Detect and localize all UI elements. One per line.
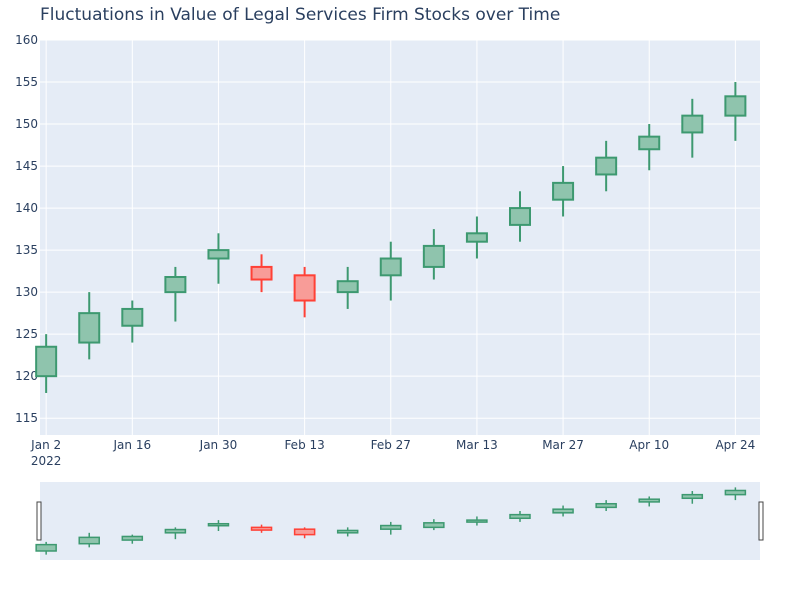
plot-area <box>40 40 760 435</box>
x-tick-label: Feb 27 <box>371 438 411 452</box>
x-tick-label: Apr 24 <box>715 438 755 452</box>
rangeslider-candle-body <box>207 522 230 527</box>
candle-body <box>422 244 445 268</box>
rangeslider-candle-body <box>595 502 617 509</box>
rangeslider-candle-body <box>293 528 316 536</box>
candle-body <box>595 156 618 176</box>
y-tick-label: 135 <box>15 243 38 257</box>
y-tick-label: 115 <box>15 411 38 425</box>
x-tick-label: Jan 16 <box>113 438 152 452</box>
x-tick-label: Feb 13 <box>284 438 324 452</box>
rangeslider-candle-body <box>78 536 100 545</box>
candle-body <box>724 95 747 117</box>
candle-body <box>121 307 144 327</box>
y-tick-label: 140 <box>15 201 38 215</box>
candle-body <box>336 280 359 294</box>
rangeslider-candle-body <box>164 528 187 534</box>
y-tick-label: 130 <box>15 285 38 299</box>
x-tick-label: Apr 10 <box>629 438 669 452</box>
chart-title: Fluctuations in Value of Legal Services … <box>40 5 560 25</box>
candle-body <box>638 135 661 151</box>
y-tick-label: 125 <box>15 327 38 341</box>
candle-body <box>207 249 230 260</box>
candle-body <box>250 265 273 281</box>
y-tick-label: 145 <box>15 159 38 173</box>
x-tick-label: Jan 2 <box>30 438 61 452</box>
candle-body <box>681 114 704 134</box>
candle-body <box>379 257 402 277</box>
candle-body <box>552 181 575 201</box>
rangeslider-handle-right[interactable] <box>758 501 764 541</box>
candle-body <box>35 345 58 378</box>
rangeslider-candle-body <box>423 522 445 529</box>
rangeslider-area <box>40 482 760 560</box>
y-tick-label: 155 <box>15 75 38 89</box>
candle-body <box>164 276 187 294</box>
rangeslider-candle-body <box>336 529 359 534</box>
x-tick-label: Mar 13 <box>456 438 498 452</box>
rangeslider-candle-body <box>509 513 531 520</box>
rangeslider-candle-body <box>681 493 704 500</box>
x-tick-year-label: 2022 <box>31 454 62 468</box>
rangeslider-candle-body <box>121 535 144 541</box>
candle-body <box>509 207 531 226</box>
rangeslider-candle-body <box>552 508 574 514</box>
rangeslider-candle-body <box>724 489 747 496</box>
y-tick-label: 150 <box>15 117 38 131</box>
rangeslider-handle-left[interactable] <box>36 501 42 541</box>
x-tick-label: Mar 27 <box>542 438 584 452</box>
candle-body <box>293 274 316 302</box>
rangeslider-candle-body <box>466 519 488 523</box>
y-tick-label: 160 <box>15 33 38 47</box>
rangeslider-candle-body <box>250 526 273 531</box>
rangeslider-candle-body <box>35 543 57 552</box>
candle-body <box>78 312 101 344</box>
y-tick-label: 120 <box>15 369 38 383</box>
x-tick-label: Jan 30 <box>199 438 238 452</box>
rangeslider-candle-body <box>380 524 402 530</box>
rangeslider-candle-body <box>638 498 660 503</box>
candle-body <box>465 232 488 243</box>
